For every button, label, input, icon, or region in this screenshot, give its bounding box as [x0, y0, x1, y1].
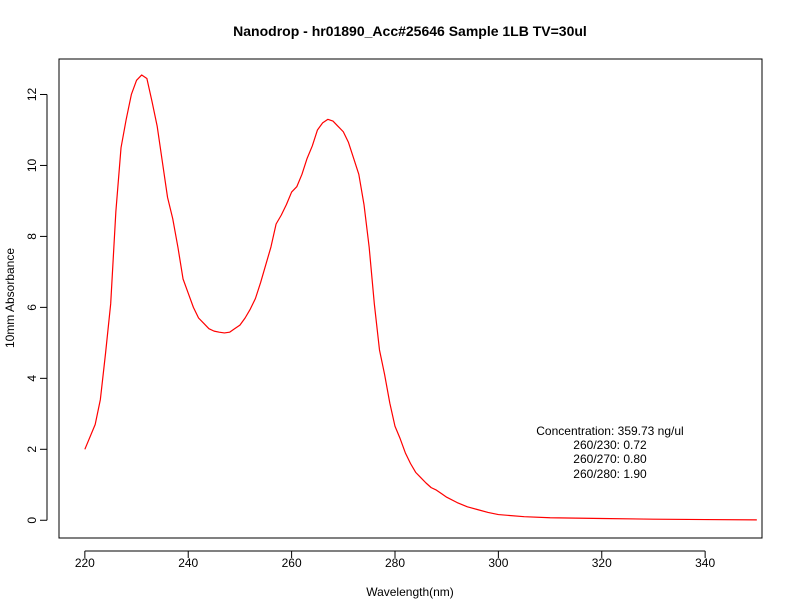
y-tick-label: 10: [25, 158, 39, 172]
annotation-concentration: Concentration: 359.73 ng/ul: [536, 424, 683, 438]
x-tick-label: 300: [488, 556, 508, 570]
y-axis-label: 10mm Absorbance: [3, 248, 17, 348]
x-tick-label: 340: [695, 556, 715, 570]
x-axis: 220 240 260 280 300 320 340: [75, 550, 715, 570]
x-tick-label: 260: [282, 556, 302, 570]
annotation-block: Concentration: 359.73 ng/ul 260/230: 0.7…: [536, 424, 683, 481]
y-axis: 0 2 4 6 8 10 12: [25, 87, 48, 524]
plot-frame: [58, 58, 763, 539]
x-tick-label: 240: [178, 556, 198, 570]
y-tick-label: 6: [25, 304, 39, 311]
x-tick-label: 320: [592, 556, 612, 570]
y-tick-label: 0: [25, 517, 39, 524]
y-tick-label: 12: [25, 87, 39, 101]
x-axis-label: Wavelength(nm): [366, 585, 454, 599]
annotation-ratio-260-230: 260/230: 0.72: [573, 438, 647, 452]
x-tick-label: 220: [75, 556, 95, 570]
x-tick-label: 280: [385, 556, 405, 570]
y-tick-label: 4: [25, 375, 39, 382]
y-tick-label: 2: [25, 446, 39, 453]
annotation-ratio-260-280: 260/280: 1.90: [573, 467, 647, 481]
annotation-ratio-260-270: 260/270: 0.80: [573, 452, 647, 466]
absorbance-series-line: [84, 74, 757, 521]
series-layer: [84, 74, 757, 521]
chart-title: Nanodrop - hr01890_Acc#25646 Sample 1LB …: [233, 23, 587, 39]
y-tick-label: 8: [25, 233, 39, 240]
